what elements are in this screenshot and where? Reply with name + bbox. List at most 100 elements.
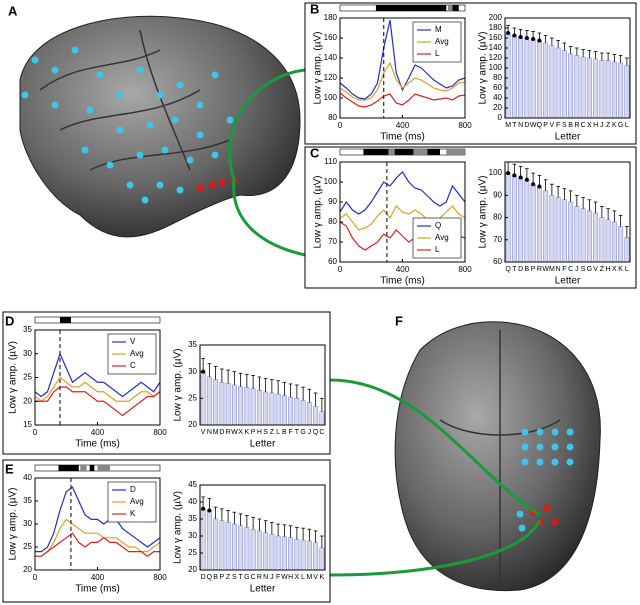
bar: [611, 221, 617, 263]
x-tick-label: H: [257, 429, 262, 436]
x-tick-label: K: [245, 429, 250, 436]
significant-dot: [524, 36, 529, 40]
x-tick-label: B: [568, 122, 573, 129]
y-tick-label: 80: [328, 113, 337, 122]
x-tick-label: F: [556, 122, 560, 129]
y-axis-label: Low γ amp. (µV): [8, 341, 19, 414]
y-tick-label: 0: [498, 113, 503, 122]
x-tick-label: 800: [458, 121, 472, 130]
x-tick-label: R: [574, 122, 579, 129]
plot-frame: [504, 17, 631, 119]
x-tick-label: D: [201, 574, 206, 581]
y-axis-label: Low γ amp. (µV): [8, 487, 19, 560]
bar: [231, 523, 237, 571]
bar: [319, 411, 325, 426]
bar: [313, 542, 319, 571]
series-line: [35, 486, 161, 553]
bar: [586, 57, 592, 119]
plot-frame: [34, 477, 161, 571]
y-tick-label: 110: [324, 157, 337, 166]
panel-label: C: [310, 145, 320, 160]
y-tick-label: 40: [23, 473, 32, 482]
x-tick-label: Q: [537, 122, 543, 129]
bar: [256, 530, 262, 571]
x-tick-label: N: [518, 122, 523, 129]
significance-segment: [413, 149, 428, 155]
bar: [518, 177, 524, 263]
bar: [543, 42, 549, 119]
legend-label: D: [130, 485, 136, 494]
x-tick-label: K: [618, 266, 623, 273]
legend-label: C: [130, 361, 136, 370]
x-tick-label: V: [201, 429, 206, 436]
x-tick-label: 400: [396, 265, 410, 274]
bar: [231, 384, 237, 426]
x-tick-label: S: [581, 266, 586, 273]
x-tick-label: S: [263, 429, 268, 436]
bar: [288, 537, 294, 571]
bar: [213, 518, 219, 571]
x-tick-label: X: [238, 429, 243, 436]
x-tick-label: H: [288, 574, 293, 581]
y-tick-label: 20: [493, 103, 502, 112]
bar: [219, 382, 225, 426]
bar: [593, 58, 599, 119]
significance-segment: [447, 5, 453, 11]
x-tick-label: Z: [600, 266, 605, 273]
x-tick-label: J: [270, 574, 274, 581]
bar: [300, 400, 306, 426]
x-tick-label: 800: [153, 428, 167, 437]
x-tick-label: G: [618, 122, 623, 129]
x-tick-label: D: [518, 266, 523, 273]
series-line: [339, 205, 466, 231]
x-tick-label: X: [295, 574, 300, 581]
significant-dot: [201, 506, 206, 511]
bar: [624, 65, 630, 119]
x-tick-label: T: [512, 266, 517, 273]
y-tick-label: 60: [328, 257, 337, 266]
y-tick-label: 30: [188, 531, 197, 540]
bar: [530, 183, 536, 263]
x-tick-label: X: [612, 266, 617, 273]
y-axis-label: Low γ amp. (µV): [478, 31, 489, 104]
x-tick-label: C: [319, 429, 324, 436]
x-tick-label: F: [276, 574, 280, 581]
x-tick-label: S: [232, 574, 237, 581]
bar: [250, 528, 256, 571]
x-tick-label: Q: [207, 574, 213, 581]
ventral-brain: [329, 321, 601, 592]
bar: [225, 522, 231, 571]
significant-dot: [531, 37, 536, 41]
x-tick-label: 0: [338, 265, 343, 274]
series-line: [35, 518, 161, 557]
legend-label: Q: [435, 221, 441, 230]
bar: [294, 398, 300, 426]
bar: [599, 60, 605, 119]
significance-segment: [388, 149, 395, 155]
x-tick-label: Z: [270, 429, 275, 436]
y-tick-label: 20: [188, 420, 197, 429]
series-line: [339, 19, 466, 100]
bar: [250, 388, 256, 426]
x-tick-label: G: [300, 429, 305, 436]
x-tick-label: N: [207, 429, 212, 436]
y-tick-label: 25: [23, 373, 32, 382]
x-tick-label: Q: [313, 429, 319, 436]
series-line: [34, 376, 161, 403]
bar: [238, 525, 244, 571]
x-axis-label: Letter: [250, 584, 276, 595]
y-tick-label: 120: [324, 73, 338, 82]
plot-frame: [199, 484, 326, 571]
bar: [281, 536, 287, 571]
y-tick-label: 180: [489, 23, 503, 32]
x-tick-label: Q: [505, 266, 511, 273]
y-tick-label: 35: [188, 340, 197, 349]
bar: [511, 35, 517, 119]
bar: [263, 391, 269, 426]
x-tick-label: C: [568, 266, 573, 273]
significance-segment: [427, 149, 440, 155]
bar: [263, 532, 269, 571]
y-tick-label: 40: [493, 93, 502, 102]
x-tick-label: Z: [226, 574, 231, 581]
x-tick-label: B: [282, 429, 287, 436]
